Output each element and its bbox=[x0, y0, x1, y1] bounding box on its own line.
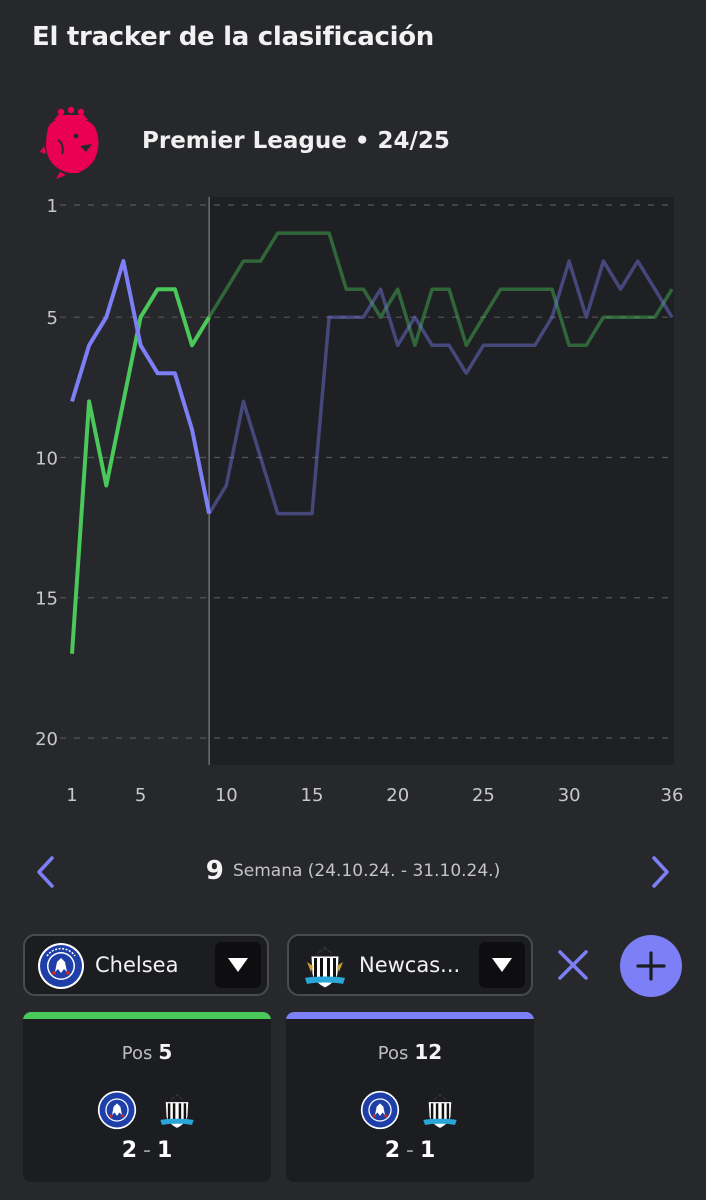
team-select-newcastle[interactable]: Newcas... bbox=[287, 934, 533, 996]
team-card-chelsea: Pos 5 2-1 bbox=[23, 1012, 271, 1182]
score-separator: - bbox=[406, 1138, 414, 1163]
future-weeks-region bbox=[209, 197, 674, 765]
caret-down-icon[interactable] bbox=[215, 942, 261, 988]
chevron-right-icon[interactable] bbox=[646, 854, 676, 890]
score-separator: - bbox=[143, 1138, 151, 1163]
x-tick-label: 36 bbox=[661, 785, 684, 806]
y-tick-label: 20 bbox=[35, 729, 58, 750]
caret-down-icon[interactable] bbox=[479, 942, 525, 988]
newcastle-crest-icon bbox=[305, 946, 345, 989]
match-score: 2-1 bbox=[23, 1138, 271, 1163]
x-tick-label: 25 bbox=[472, 785, 495, 806]
pos-value: 12 bbox=[414, 1040, 443, 1064]
y-tick-label: 5 bbox=[47, 308, 58, 329]
series-line-newcastle-future bbox=[207, 259, 674, 516]
match-score: 2-1 bbox=[286, 1138, 534, 1163]
series-line-chelsea-future bbox=[207, 231, 674, 348]
pos-label: Pos bbox=[121, 1043, 153, 1064]
y-tick-label: 1 bbox=[47, 196, 58, 217]
away-goals: 1 bbox=[156, 1138, 173, 1163]
week-navigator: 9 Semana (24.10.24. - 31.10.24.) bbox=[0, 850, 706, 894]
plus-icon bbox=[636, 951, 666, 981]
match-crests bbox=[286, 1090, 534, 1132]
week-number: 9 bbox=[205, 856, 224, 886]
x-tick-label: 1 bbox=[66, 785, 77, 806]
newcastle-crest-icon bbox=[160, 1093, 194, 1129]
chevron-left-icon[interactable] bbox=[30, 854, 60, 890]
card-position: Pos 12 bbox=[286, 1040, 534, 1064]
series-line-chelsea bbox=[70, 287, 211, 654]
chelsea-crest-icon bbox=[38, 943, 84, 989]
pos-value: 5 bbox=[158, 1040, 173, 1064]
card-position: Pos 5 bbox=[23, 1040, 271, 1064]
y-tick-label: 15 bbox=[35, 589, 58, 610]
x-tick-label: 30 bbox=[558, 785, 581, 806]
card-color-bar bbox=[23, 1012, 271, 1019]
newcastle-crest-icon bbox=[423, 1093, 457, 1129]
team-select-label: Newcas... bbox=[359, 953, 461, 977]
home-goals: 2 bbox=[121, 1138, 138, 1163]
away-goals: 1 bbox=[419, 1138, 436, 1163]
x-tick-label: 10 bbox=[215, 785, 238, 806]
home-goals: 2 bbox=[384, 1138, 401, 1163]
card-color-bar bbox=[286, 1012, 534, 1019]
x-tick-label: 5 bbox=[135, 785, 146, 806]
team-card-newcastle: Pos 12 2-1 bbox=[286, 1012, 534, 1182]
team-select-label: Chelsea bbox=[95, 953, 179, 977]
chelsea-crest-icon bbox=[360, 1090, 400, 1130]
y-tick-label: 10 bbox=[35, 448, 58, 469]
match-crests bbox=[23, 1090, 271, 1132]
page-title: El tracker de la clasificación bbox=[32, 22, 434, 52]
league-header: Premier League • 24/25 bbox=[40, 106, 660, 180]
premier-league-lion-icon bbox=[40, 106, 99, 179]
x-tick-label: 15 bbox=[301, 785, 324, 806]
week-label: Semana (24.10.24. - 31.10.24.) bbox=[232, 861, 501, 881]
chelsea-crest-icon bbox=[97, 1090, 137, 1130]
league-name: Premier League • 24/25 bbox=[142, 128, 450, 154]
series-line-newcastle bbox=[70, 259, 212, 514]
team-select-chelsea[interactable]: Chelsea bbox=[23, 934, 269, 996]
pos-label: Pos bbox=[377, 1043, 409, 1064]
add-team-button[interactable] bbox=[620, 935, 682, 997]
week-indicator: 9 Semana (24.10.24. - 31.10.24.) bbox=[0, 856, 706, 886]
close-icon[interactable] bbox=[554, 946, 592, 984]
x-tick-label: 20 bbox=[386, 785, 409, 806]
